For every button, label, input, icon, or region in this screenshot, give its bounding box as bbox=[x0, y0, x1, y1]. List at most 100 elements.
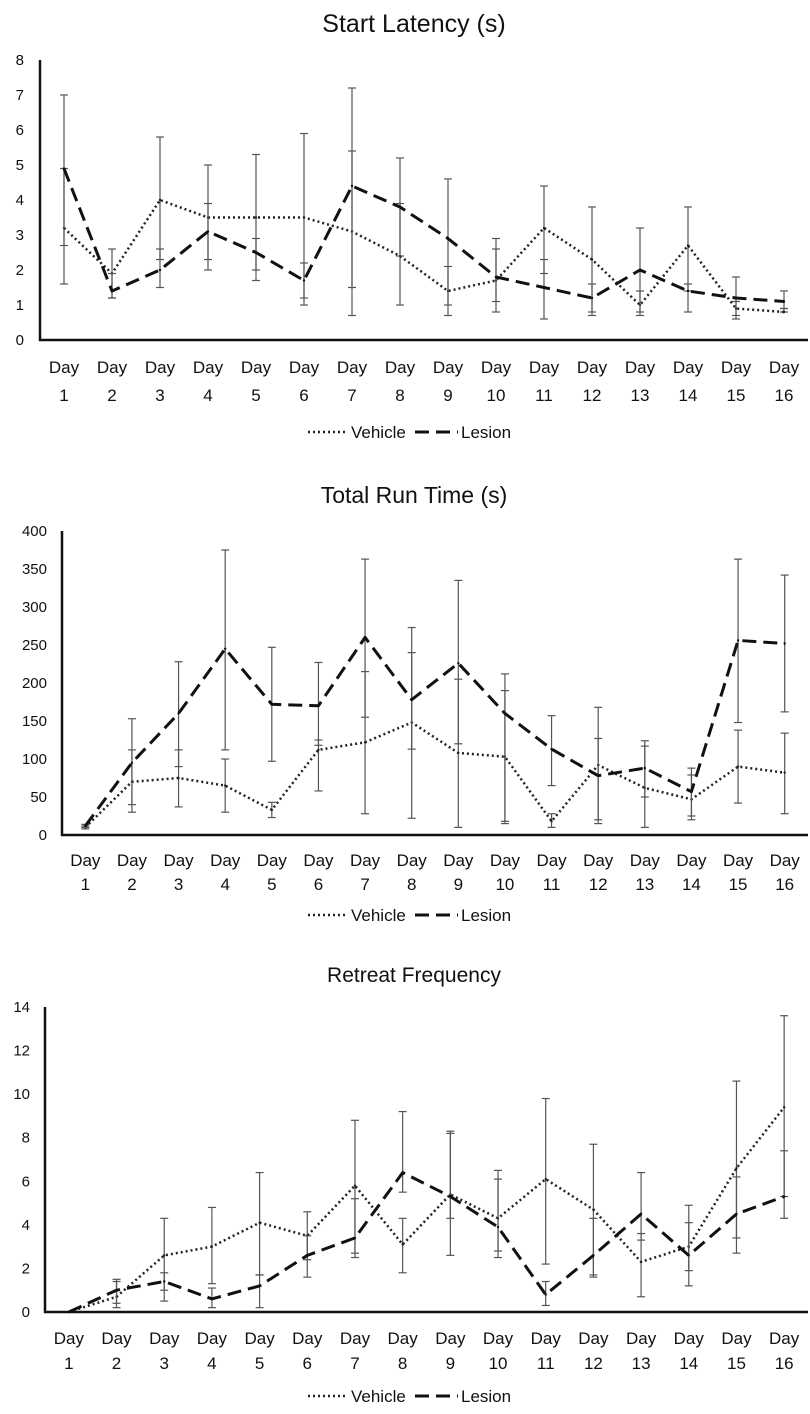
x-tick-label-word: Day bbox=[721, 358, 752, 377]
data-point bbox=[317, 748, 320, 752]
data-point bbox=[130, 761, 134, 764]
data-point bbox=[353, 1236, 357, 1240]
x-tick-label-number: 3 bbox=[174, 875, 183, 894]
data-point bbox=[736, 765, 740, 768]
x-tick-label-number: 16 bbox=[775, 875, 794, 894]
data-point bbox=[254, 251, 258, 254]
x-tick-label: Day 9 bbox=[433, 358, 464, 405]
chart-3: Retreat Frequency 0 2 4 6 8 10 12 14 Day 1 Day 2 Day 3… bbox=[13, 964, 808, 1406]
x-tick-label: Day 7 bbox=[340, 1329, 371, 1373]
x-tick-label-word: Day bbox=[483, 1329, 514, 1348]
x-tick-label-word: Day bbox=[70, 851, 101, 870]
x-tick-label-number: 10 bbox=[489, 1354, 508, 1373]
y-tick-label: 14 bbox=[13, 999, 30, 1016]
x-tick-label-word: Day bbox=[289, 358, 320, 377]
series-line bbox=[63, 198, 785, 314]
y-tick-label: 7 bbox=[16, 87, 24, 104]
y-tick-label: 4 bbox=[22, 1217, 30, 1234]
data-point bbox=[398, 205, 402, 209]
x-tick-label: Day 3 bbox=[163, 851, 194, 894]
x-tick-label-number: 7 bbox=[350, 1354, 359, 1373]
series-line bbox=[62, 167, 785, 303]
x-tick-label-word: Day bbox=[303, 851, 334, 870]
x-tick-label: Day 8 bbox=[397, 851, 428, 894]
y-tick-label: 8 bbox=[16, 52, 24, 69]
data-point bbox=[690, 790, 693, 793]
x-tick-label-word: Day bbox=[723, 851, 754, 870]
x-tick-label-number: 6 bbox=[314, 875, 323, 894]
x-tick-label-number: 10 bbox=[495, 875, 514, 894]
x-tick-label-number: 13 bbox=[631, 386, 650, 405]
y-tick-label: 100 bbox=[22, 751, 47, 768]
x-tick-label-word: Day bbox=[337, 358, 368, 377]
legend: Vehicle Lesion bbox=[308, 906, 511, 925]
data-point bbox=[734, 296, 738, 300]
chart-title: Start Latency (s) bbox=[322, 10, 505, 38]
x-tick-label-word: Day bbox=[388, 1329, 419, 1348]
y-tick-label: 200 bbox=[22, 675, 47, 692]
data-point bbox=[353, 1184, 357, 1187]
x-tick-label-word: Day bbox=[193, 358, 224, 377]
data-point bbox=[62, 167, 66, 170]
x-tick-label-word: Day bbox=[145, 358, 176, 377]
data-point bbox=[115, 1289, 118, 1292]
x-tick-label-word: Day bbox=[529, 358, 560, 377]
x-tick-label-number: 8 bbox=[398, 1354, 407, 1373]
x-tick-label-word: Day bbox=[350, 851, 381, 870]
x-tick-label: Day 13 bbox=[626, 1329, 657, 1373]
data-point bbox=[590, 258, 594, 261]
x-tick-label-number: 16 bbox=[775, 386, 794, 405]
y-tick-label: 400 bbox=[22, 523, 47, 540]
x-tick-label-word: Day bbox=[578, 1329, 609, 1348]
x-tick-label-word: Day bbox=[673, 358, 704, 377]
x-tick-label: Day 14 bbox=[673, 358, 704, 405]
x-tick-label-word: Day bbox=[769, 1329, 800, 1348]
x-tick-label: Day 13 bbox=[630, 851, 661, 894]
x-tick-label: Day 9 bbox=[435, 1329, 466, 1373]
chart-title: Total Run Time (s) bbox=[321, 482, 508, 508]
data-point bbox=[270, 703, 274, 706]
x-tick-label-word: Day bbox=[481, 358, 512, 377]
data-point bbox=[735, 1167, 738, 1170]
x-tick-label: Day 6 bbox=[292, 1329, 323, 1373]
x-tick-label: Day 7 bbox=[337, 358, 368, 405]
x-tick-label-word: Day bbox=[292, 1329, 323, 1348]
series-line bbox=[68, 1171, 785, 1314]
x-tick-label-number: 16 bbox=[775, 1354, 794, 1373]
data-point bbox=[590, 296, 594, 300]
y-tick-label: 150 bbox=[22, 713, 47, 730]
x-tick-label-word: Day bbox=[241, 358, 272, 377]
data-point bbox=[446, 237, 450, 240]
x-tick-label-number: 14 bbox=[679, 386, 698, 405]
y-tick-label: 5 bbox=[16, 157, 24, 174]
x-tick-label: Day 15 bbox=[723, 851, 754, 894]
x-tick-label: Day 5 bbox=[241, 358, 272, 405]
x-tick-label-number: 9 bbox=[443, 386, 452, 405]
data-point bbox=[223, 784, 227, 787]
x-tick-label: Day 1 bbox=[70, 851, 101, 894]
x-tick-label-number: 14 bbox=[682, 875, 701, 894]
x-tick-label: Day 16 bbox=[769, 1329, 800, 1373]
data-point bbox=[503, 712, 507, 715]
x-tick-label-word: Day bbox=[625, 358, 656, 377]
data-point bbox=[410, 698, 413, 701]
x-tick-label-word: Day bbox=[54, 1329, 85, 1348]
legend-label: Lesion bbox=[461, 1387, 511, 1406]
x-tick-label-number: 12 bbox=[583, 386, 602, 405]
x-tick-label-number: 6 bbox=[303, 1354, 312, 1373]
x-tick-label: Day 8 bbox=[388, 1329, 419, 1373]
x-tick-label-number: 8 bbox=[407, 875, 416, 894]
x-tick-label-word: Day bbox=[97, 358, 128, 377]
y-tick-label: 250 bbox=[22, 637, 47, 654]
x-tick-label-word: Day bbox=[769, 358, 800, 377]
legend-label: Vehicle bbox=[351, 423, 406, 442]
x-tick-label-word: Day bbox=[244, 1329, 275, 1348]
x-tick-label-number: 15 bbox=[727, 386, 746, 405]
data-point bbox=[643, 766, 647, 770]
data-point bbox=[496, 1225, 500, 1229]
x-tick-label: Day 6 bbox=[289, 358, 320, 405]
data-point bbox=[639, 1260, 643, 1264]
data-point bbox=[457, 662, 460, 665]
x-tick-label-word: Day bbox=[443, 851, 474, 870]
series-lesion bbox=[81, 549, 789, 829]
